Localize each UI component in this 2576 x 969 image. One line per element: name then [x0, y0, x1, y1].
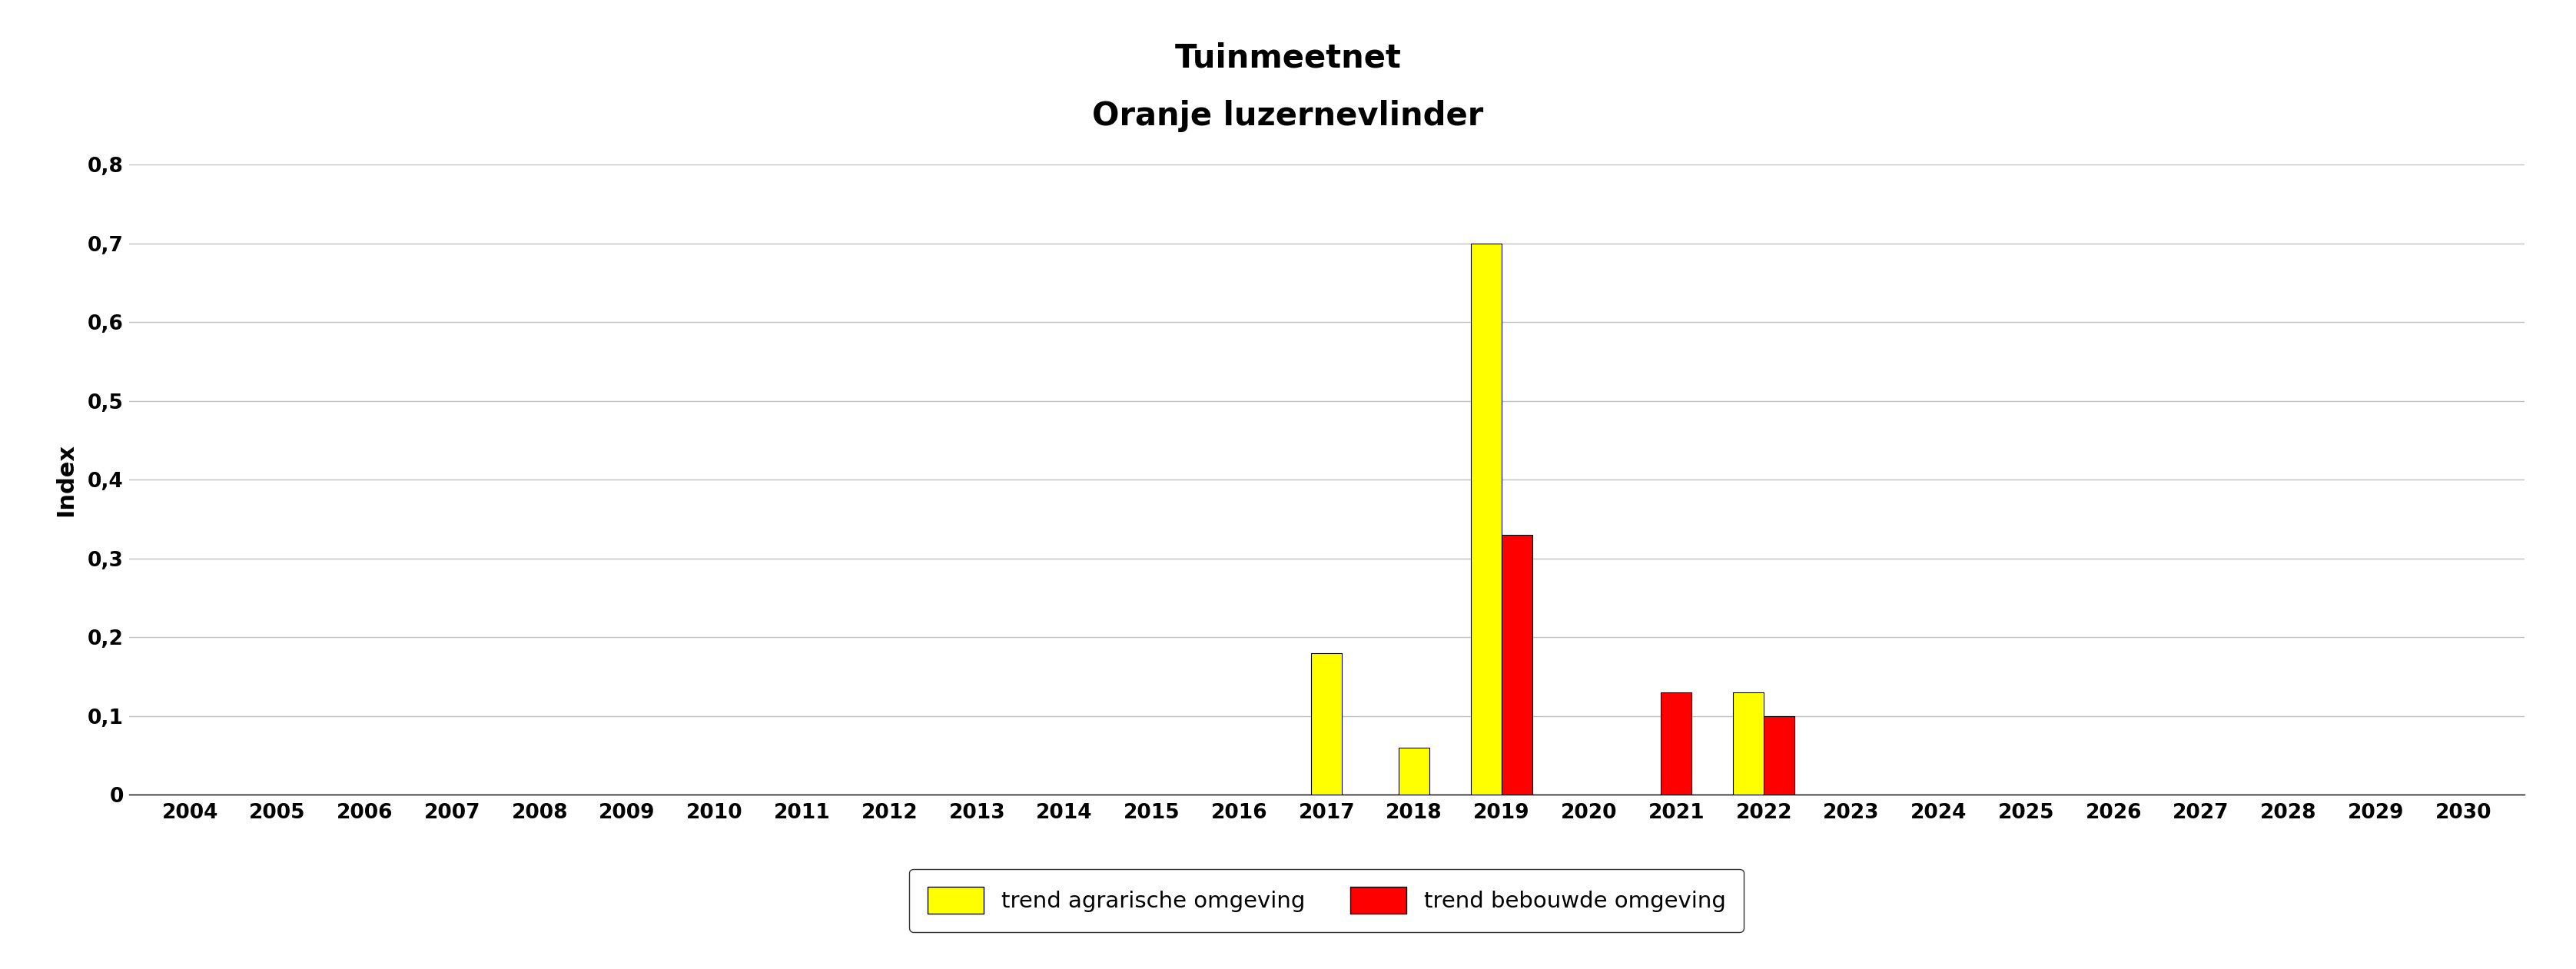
Bar	[1399, 747, 1430, 795]
Bar	[1662, 692, 1692, 795]
Bar	[1471, 243, 1502, 795]
Y-axis label: Index: Index	[54, 443, 77, 516]
Bar	[1502, 535, 1533, 795]
Bar	[1311, 653, 1342, 795]
Bar	[1765, 716, 1795, 795]
Text: Oranje luzernevlinder: Oranje luzernevlinder	[1092, 100, 1484, 133]
Text: Tuinmeetnet: Tuinmeetnet	[1175, 42, 1401, 75]
Legend: trend agrarische omgeving, trend bebouwde omgeving: trend agrarische omgeving, trend bebouwd…	[909, 869, 1744, 932]
Bar	[1734, 692, 1765, 795]
